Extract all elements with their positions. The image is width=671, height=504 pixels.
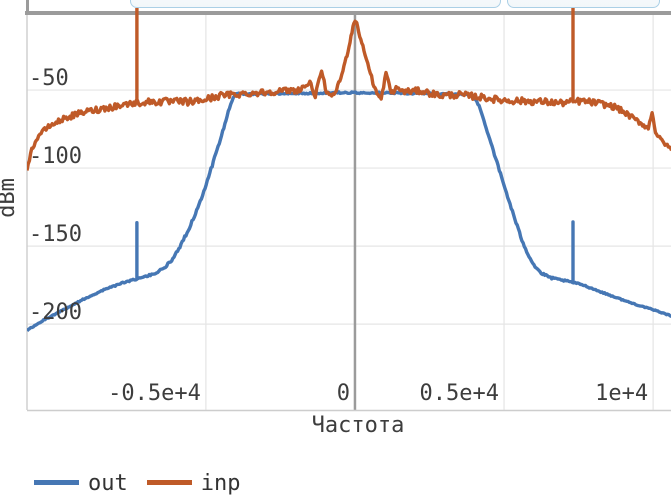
x-tick-label: 1e+4 bbox=[595, 381, 648, 406]
y-tick-label: -100 bbox=[29, 144, 82, 169]
legend-swatch bbox=[34, 479, 79, 485]
y-tick-label: -50 bbox=[29, 66, 69, 91]
legend-item-inp: inp bbox=[146, 470, 241, 496]
series-path-out bbox=[27, 90, 671, 333]
y-tick-label: -150 bbox=[29, 222, 82, 247]
x-tick-label: 0 bbox=[337, 381, 350, 406]
x-tick-label: 0.5e+4 bbox=[420, 381, 499, 406]
x-tick-label: -0.5e+4 bbox=[108, 381, 201, 406]
legend-item-out: out bbox=[34, 470, 128, 495]
legend-swatch bbox=[146, 479, 192, 485]
series-path-inp bbox=[27, 8, 671, 171]
y-tick-label: -200 bbox=[29, 300, 82, 325]
legend-label: inp bbox=[200, 470, 241, 496]
spectrum-plot: -50 -100 -150 -200 -0.5e+4 0 0.5e+4 1e+4 Частот… bbox=[0, 0, 671, 438]
y-axis-title: dBm bbox=[0, 178, 20, 218]
x-axis-title: Частота bbox=[312, 413, 405, 438]
legend-label: out bbox=[88, 470, 128, 496]
legend: out inp bbox=[34, 467, 260, 497]
